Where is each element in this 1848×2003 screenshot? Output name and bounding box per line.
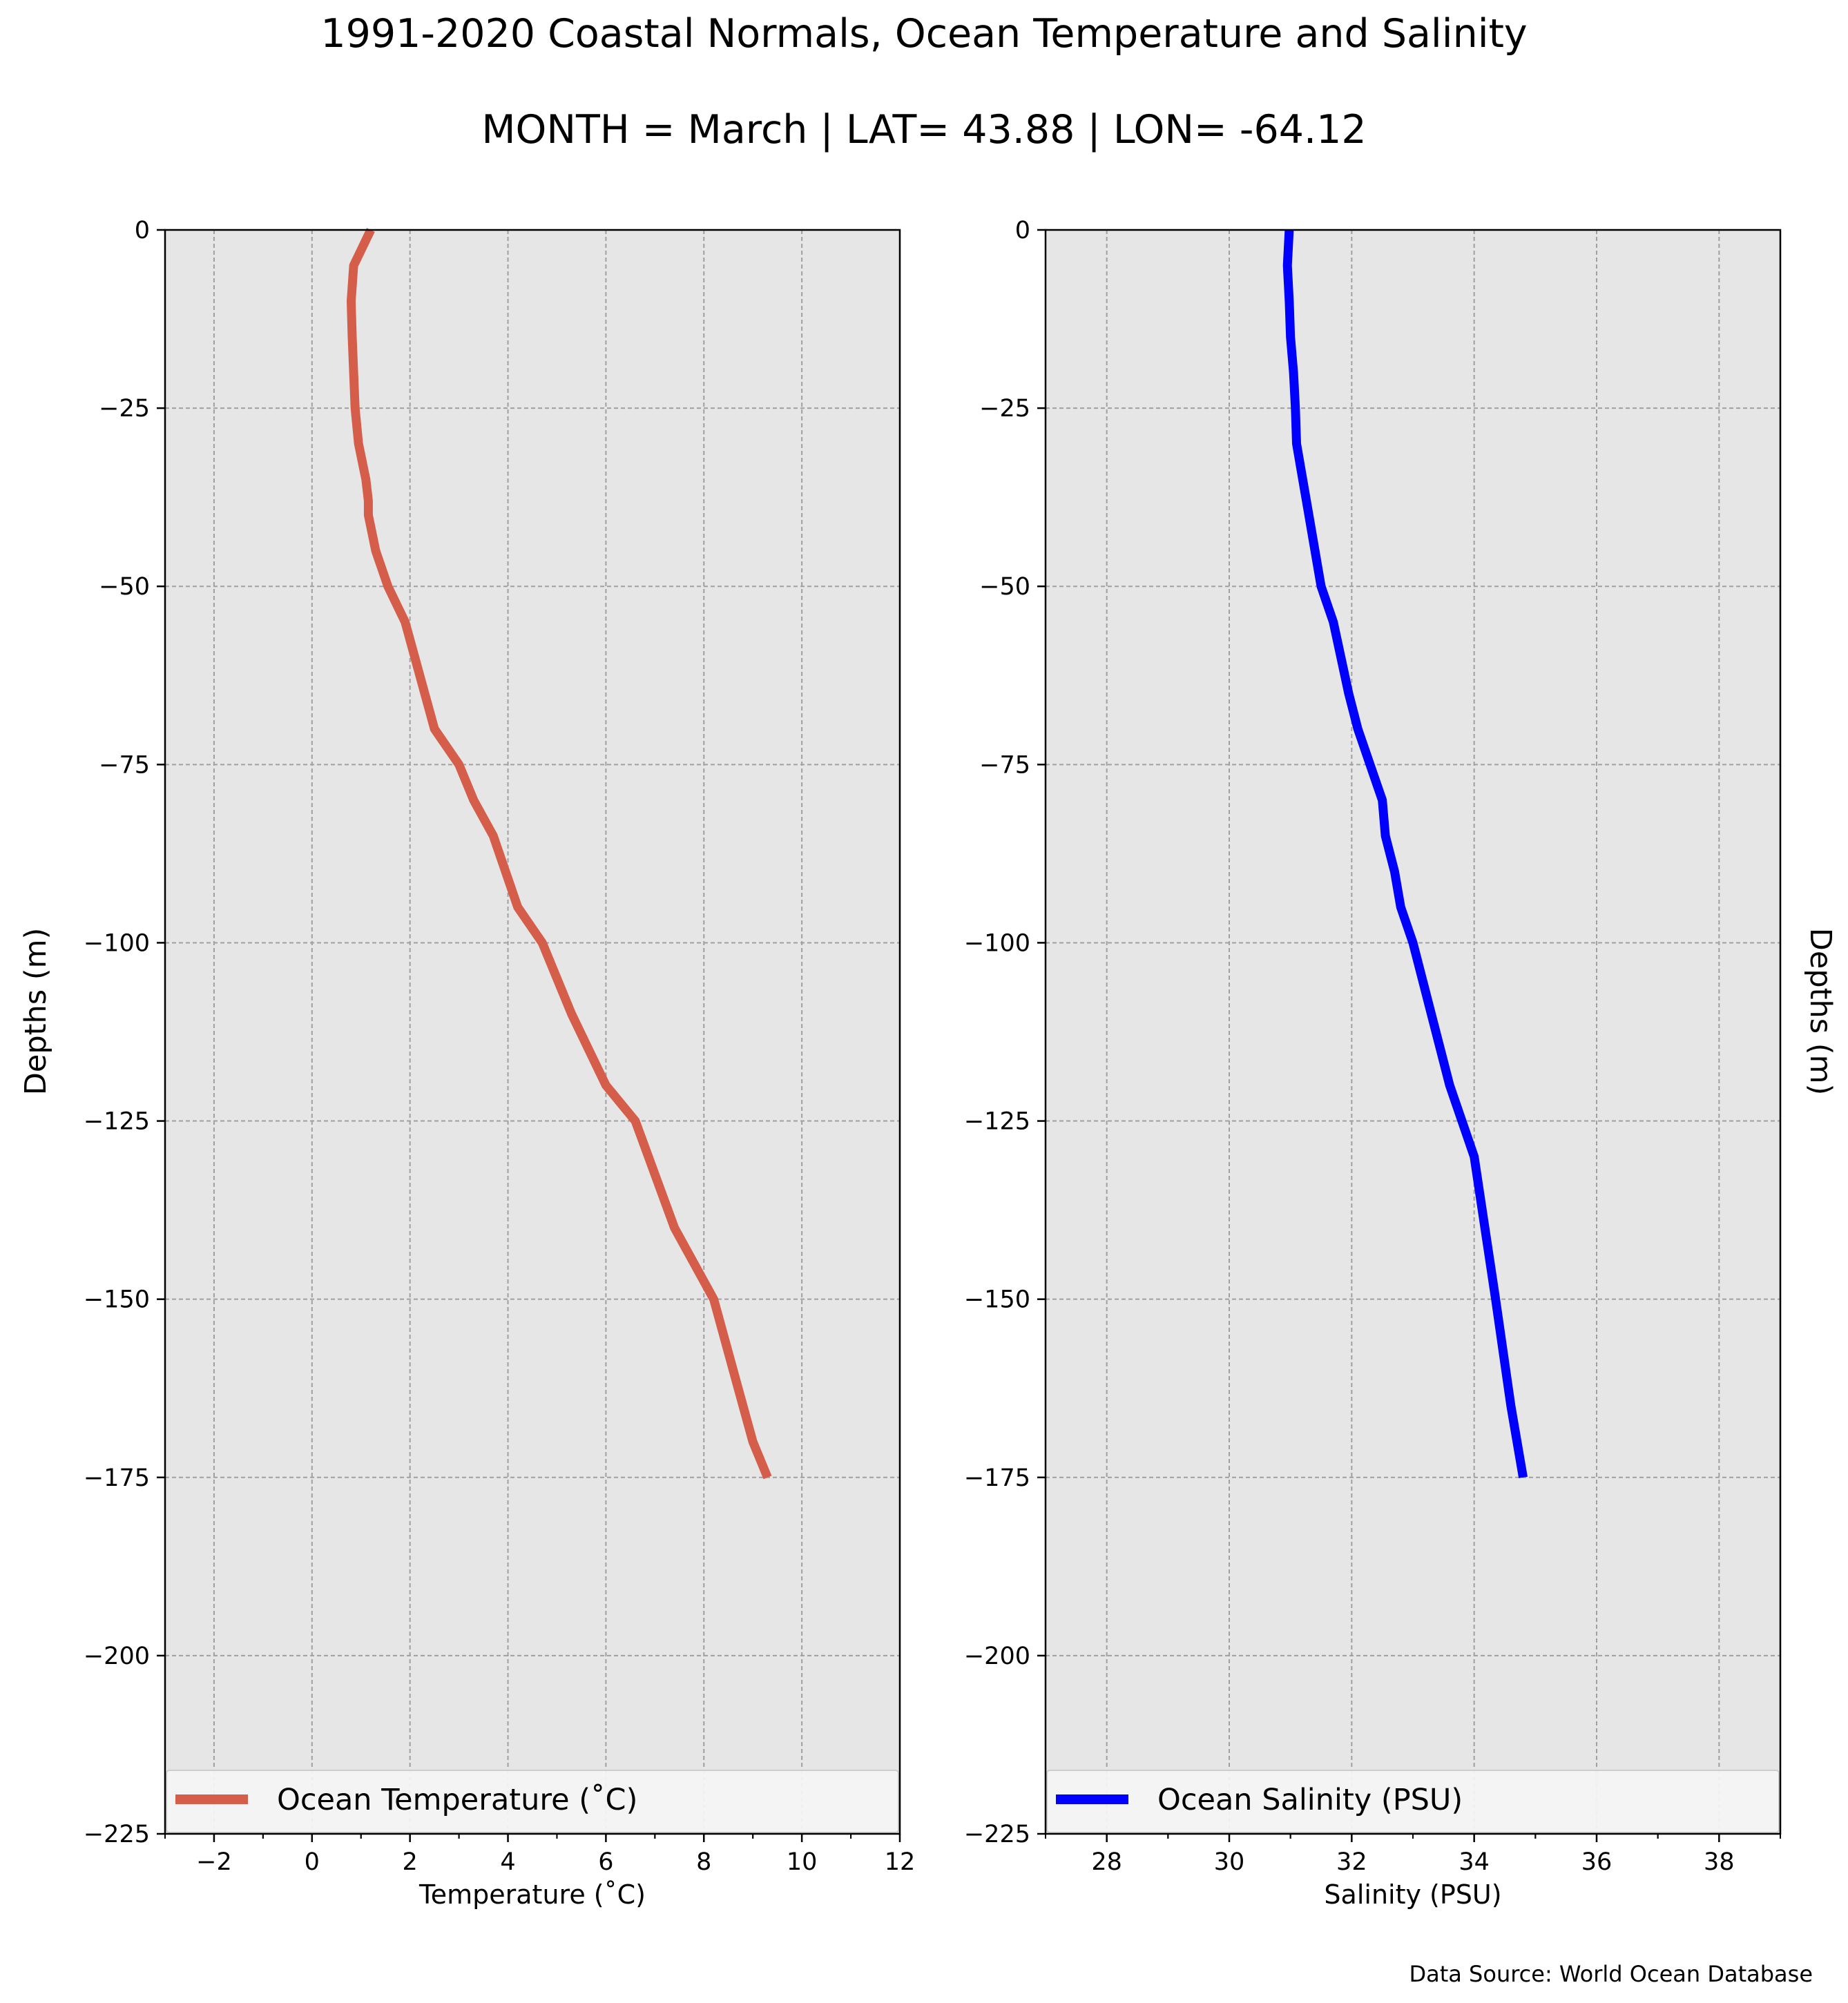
- x-tick-label: 2: [403, 1848, 418, 1876]
- y-tick-label: −100: [84, 929, 150, 957]
- salinity-panel: Ocean Salinity (PSU) 28 30 32 34 36 38 0 −25 −50 −…: [964, 217, 1782, 1910]
- x-tick-label: 38: [1704, 1848, 1735, 1876]
- legend-label: Ocean Temperature (˚C): [277, 1783, 637, 1817]
- y-tick-label: −100: [964, 929, 1030, 957]
- y-tick-label: −25: [979, 395, 1030, 423]
- y-tick-label: −200: [84, 1643, 150, 1670]
- plot-area: [1046, 230, 1780, 1834]
- legend: Ocean Salinity (PSU): [1046, 1770, 1780, 1833]
- legend-box: [1046, 1770, 1780, 1833]
- chart-title: 1991-2020 Coastal Normals, Ocean Tempera…: [320, 11, 1528, 57]
- chart-subtitle: MONTH = March | LAT= 43.88 | LON= -64.12: [481, 107, 1367, 153]
- x-tick-label: 36: [1581, 1848, 1613, 1876]
- salinity-series-line: [1282, 229, 1528, 1478]
- y-tick-label: −175: [964, 1464, 1030, 1492]
- x-tick-label: 4: [500, 1848, 515, 1876]
- x-tick-label: 0: [305, 1848, 320, 1876]
- x-tick-label: 30: [1214, 1848, 1245, 1876]
- axes-frame: [164, 229, 901, 1835]
- plot-area: [165, 230, 900, 1834]
- y-tick-label: −175: [84, 1464, 150, 1492]
- x-tick-label: 34: [1459, 1848, 1490, 1876]
- y-tick-label: −225: [84, 1821, 150, 1848]
- y-axis-label-right: Depths (m): [1803, 927, 1838, 1096]
- legend: Ocean Temperature (˚C): [166, 1770, 899, 1833]
- y-tick-label: −125: [84, 1108, 150, 1136]
- y-tick-label: −150: [964, 1286, 1030, 1314]
- legend-box: [166, 1770, 899, 1833]
- x-axis-label: Salinity (PSU): [1324, 1879, 1501, 1910]
- y-tick-label: 0: [1015, 217, 1030, 244]
- temperature-panel: Ocean Temperature (˚C) −2 0 2 4 6 8 10 12 0 −25 −50…: [84, 217, 915, 1910]
- x-tick-label: 10: [787, 1848, 818, 1876]
- x-tick-label: 8: [696, 1848, 711, 1876]
- y-tick-label: −75: [99, 751, 150, 779]
- x-tick-label: 12: [885, 1848, 916, 1876]
- y-tick-label: −50: [99, 573, 150, 601]
- y-axis-label-left: Depths (m): [19, 927, 53, 1096]
- legend-label: Ocean Salinity (PSU): [1157, 1783, 1463, 1817]
- x-tick-label: 32: [1336, 1848, 1367, 1876]
- y-tick-label: −50: [979, 573, 1030, 601]
- y-tick-label: −25: [99, 395, 150, 423]
- y-tick-label: −75: [979, 751, 1030, 779]
- x-tick-label: 28: [1091, 1848, 1122, 1876]
- x-tick-label: −2: [196, 1848, 232, 1876]
- x-axis-label: Temperature (˚C): [418, 1879, 646, 1910]
- temperature-series-line: [347, 228, 772, 1480]
- y-tick-label: −150: [84, 1286, 150, 1314]
- data-source-note: Data Source: World Ocean Database: [1409, 1961, 1813, 1987]
- y-tick-label: 0: [135, 217, 150, 244]
- y-tick-label: −125: [964, 1108, 1030, 1136]
- x-tick-label: 6: [598, 1848, 613, 1876]
- y-tick-label: −225: [964, 1821, 1030, 1848]
- y-tick-label: −200: [964, 1643, 1030, 1670]
